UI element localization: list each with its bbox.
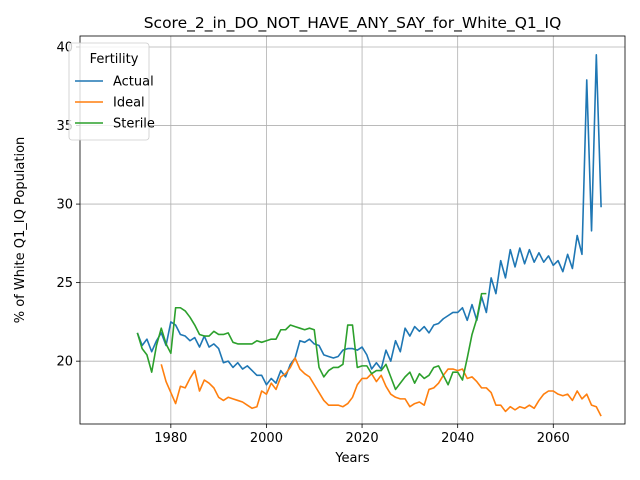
x-tick-label: 2040	[441, 431, 474, 446]
x-tick-label: 2020	[346, 431, 379, 446]
legend-box	[68, 42, 150, 141]
grid	[80, 36, 625, 424]
legend-entries: Actual Ideal Sterile	[75, 75, 155, 132]
y-axis-label: % of White Q1_IQ Population	[13, 137, 28, 324]
legend: Fertility Actual Ideal Sterile	[68, 42, 155, 141]
legend-label-ideal: Ideal	[113, 96, 145, 111]
chart-title: Score_2_in_DO_NOT_HAVE_ANY_SAY_for_White…	[144, 14, 562, 33]
x-tick-label: 2060	[537, 431, 570, 446]
y-tick-label: 30	[56, 198, 73, 213]
series-line-ideal	[160, 357, 602, 417]
y-tick-label: 20	[56, 355, 73, 370]
legend-title: Fertility	[90, 52, 139, 67]
x-tick-label: 2000	[250, 431, 283, 446]
x-tick-label: 1980	[154, 431, 187, 446]
plot-series	[136, 54, 602, 417]
plot-frame	[79, 35, 626, 425]
y-tick-label: 25	[56, 276, 73, 291]
series-line-actual	[136, 54, 602, 386]
x-axis-label: Years	[334, 451, 370, 466]
series-line-sterile	[136, 292, 487, 391]
legend-label-actual: Actual	[113, 75, 154, 90]
legend-label-sterile: Sterile	[113, 117, 155, 132]
